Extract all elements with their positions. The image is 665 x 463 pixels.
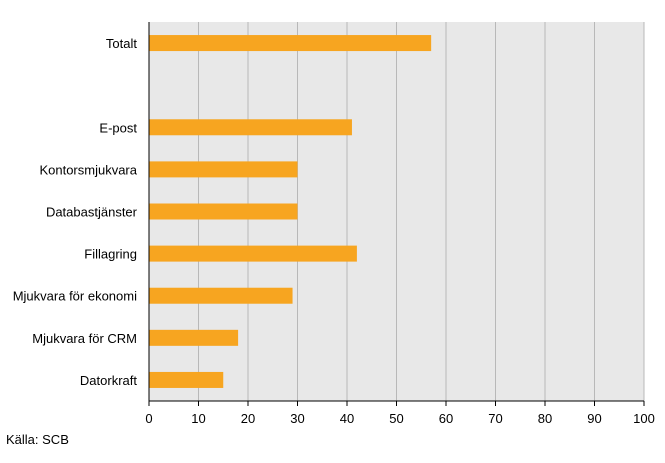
x-tick-label: 70 — [488, 411, 502, 426]
x-tick-label: 0 — [145, 411, 152, 426]
x-tick-label: 20 — [241, 411, 255, 426]
x-tick-label: 100 — [633, 411, 655, 426]
category-label: Datorkraft — [80, 373, 137, 388]
x-tick-label: 90 — [587, 411, 601, 426]
x-axis: 0 10 20 30 40 50 60 70 80 90 100 — [145, 401, 655, 426]
bar — [149, 371, 224, 388]
bar — [149, 119, 352, 136]
bar — [149, 203, 298, 220]
bar — [149, 329, 239, 346]
bar — [149, 161, 298, 178]
category-label: Totalt — [106, 36, 137, 51]
category-label: E-post — [99, 120, 137, 135]
x-tick-label: 60 — [439, 411, 453, 426]
bar — [149, 287, 293, 304]
bars — [149, 35, 432, 388]
x-tick-label: 30 — [290, 411, 304, 426]
category-label: Mjukvara för ekonomi — [13, 289, 137, 304]
x-tick-label: 40 — [340, 411, 354, 426]
category-label: Databastjänster — [46, 205, 138, 220]
x-tick-label: 80 — [538, 411, 552, 426]
category-label: Fillagring — [84, 247, 137, 262]
category-label: Kontorsmjukvara — [39, 162, 137, 177]
x-tick-label: 10 — [191, 411, 205, 426]
bar — [149, 245, 357, 262]
category-label: Mjukvara för CRM — [32, 331, 137, 346]
category-labels: Totalt E-post Kontorsmjukvara Databastjänst… — [13, 36, 138, 388]
x-tick-label: 50 — [389, 411, 403, 426]
source-note: Källa: SCB — [6, 432, 69, 447]
bar — [149, 35, 432, 52]
